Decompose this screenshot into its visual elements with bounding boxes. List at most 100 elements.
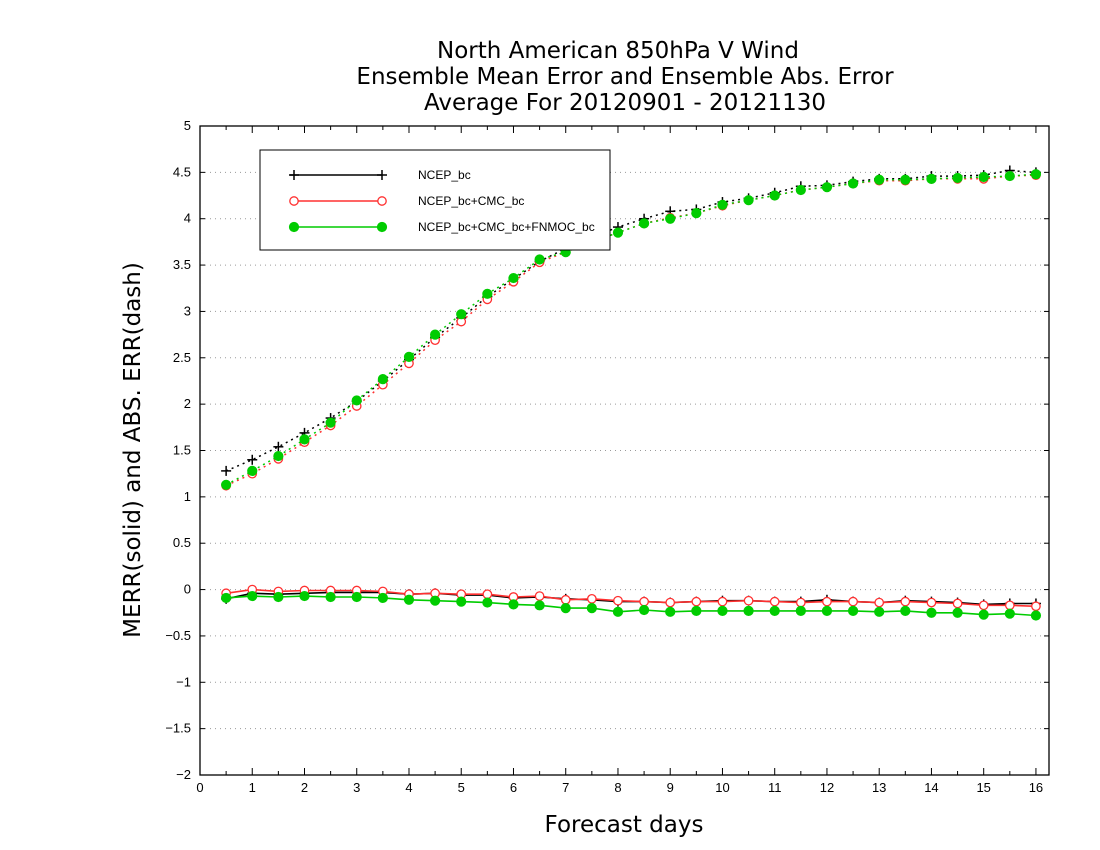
- legend-entry: NCEP_bc+CMC_bc+FNMOC_bc: [288, 220, 595, 234]
- series-2-abs-err-point-dot-marker: [221, 479, 232, 490]
- series-2-abs-err-point-dot-marker: [821, 182, 833, 193]
- series-1-merr-point-circle-marker: [848, 596, 858, 607]
- series-2-abs-err-point-dot-marker: [665, 213, 676, 224]
- y-tick-label: 0: [184, 582, 191, 597]
- series-2-abs-err-point-dot-marker: [430, 329, 441, 340]
- y-tick-label: −2: [176, 767, 191, 782]
- x-tick-label: 2: [301, 780, 308, 795]
- title-line-1: North American 850hPa V Wind: [437, 38, 799, 64]
- legend-box: [259, 149, 611, 251]
- series-2-merr-point-dot-marker: [691, 605, 702, 616]
- series-1-merr-point-circle-marker: [639, 596, 649, 607]
- series-1-merr-point-circle-marker: [613, 595, 623, 606]
- series-2-merr-point-dot-marker: [1030, 610, 1042, 621]
- series-2-merr-point-dot-marker: [377, 592, 388, 604]
- series-2-merr-point-dot-marker: [247, 590, 258, 602]
- series-2-merr-point-dot-marker: [795, 605, 806, 616]
- y-tick-label: −1: [176, 674, 191, 689]
- x-tick-label: 0: [196, 780, 203, 795]
- chart-title: North American 850hPa V Wind Ensemble Me…: [356, 38, 894, 116]
- legend-swatch-start-circle-marker: [289, 196, 299, 206]
- series-2-merr-point-dot-marker: [351, 591, 362, 603]
- x-tick-label: 7: [562, 780, 569, 795]
- series-1-merr-point-circle-marker: [978, 600, 989, 611]
- x-tick-label: 16: [1029, 780, 1043, 795]
- legend-swatch-end-circle-marker: [377, 196, 387, 206]
- series-2-merr-point-dot-marker: [273, 591, 284, 603]
- series-2-abs-err-point-dot-marker: [952, 172, 963, 184]
- series-2-abs-err-point-dot-marker: [769, 190, 780, 201]
- series-2-merr-point-dot-marker: [430, 595, 441, 606]
- series-2-abs-err-point-dot-marker: [612, 227, 624, 238]
- series-1-merr-point-circle-marker: [482, 589, 493, 600]
- series-0-abs-err-point-plus-marker: [247, 454, 258, 465]
- series-2-abs-err-point-dot-marker: [299, 434, 310, 445]
- legend-label: NCEP_bc+CMC_bc: [418, 194, 524, 208]
- series-2-merr-point-dot-marker: [482, 597, 493, 608]
- x-tick-label: 12: [820, 780, 834, 795]
- x-tick-label: 11: [768, 780, 782, 795]
- series-2-merr-point-dot-marker: [586, 603, 597, 614]
- legend: NCEP_bc NCEP_bc+CMC_bc NCEP_bc+CMC_bc+FNMO…: [259, 149, 611, 251]
- series-1-merr-point-circle-marker: [1004, 600, 1015, 611]
- x-axis-label: Forecast days: [545, 812, 704, 838]
- y-tick-label: 1: [184, 489, 191, 504]
- series-1-merr-point-circle-marker: [822, 596, 832, 607]
- series-1-merr-point-circle-marker: [717, 596, 728, 607]
- series-1-merr: [221, 584, 1041, 612]
- series-2-abs-err-point-dot-marker: [403, 351, 415, 362]
- y-tick-label: 3.5: [173, 257, 191, 272]
- legend-label: NCEP_bc: [418, 168, 471, 182]
- x-tick-label: 10: [715, 780, 729, 795]
- series-2-merr-point-dot-marker: [560, 603, 571, 614]
- series-0-abs-err-point-plus-marker: [273, 441, 284, 452]
- series-1-merr-point-circle-marker: [1031, 601, 1041, 612]
- series-1-merr-point-circle-marker: [743, 595, 754, 606]
- legend-label: NCEP_bc+CMC_bc+FNMOC_bc: [418, 220, 595, 234]
- series-2-abs-err-point-dot-marker: [978, 171, 989, 183]
- series-2-abs-err-point-dot-marker: [456, 309, 467, 320]
- x-tick-label: 5: [458, 780, 465, 795]
- series-2-abs-err-point-dot-marker: [1030, 169, 1042, 180]
- series-2-merr-point-dot-marker: [821, 605, 833, 616]
- x-tick-label: 9: [667, 780, 674, 795]
- series-2-abs-err-point-dot-marker: [795, 184, 806, 196]
- x-tick-label: 14: [924, 780, 938, 795]
- series-2-abs-err-point-dot-marker: [638, 218, 650, 229]
- series-2-merr-point-dot-marker: [769, 605, 780, 616]
- axes: −2−1.5−1−0.500.511.522.533.544.550 1 2 3 4 5 6…: [165, 118, 1049, 795]
- legend-entry: NCEP_bc+CMC_bc: [289, 194, 524, 208]
- series-2-merr-point-dot-marker: [325, 591, 336, 603]
- series-2-abs-err-point-dot-marker: [743, 195, 754, 206]
- series-2-merr-point-dot-marker: [612, 606, 624, 617]
- legend-entry: NCEP_bc: [289, 168, 471, 182]
- series-2-merr-point-dot-marker: [743, 605, 754, 616]
- x-tick-label: 6: [510, 780, 517, 795]
- series-1-merr-point-circle-marker: [534, 591, 545, 601]
- series-2-abs-err-point-dot-marker: [691, 208, 702, 219]
- legend-swatch-start-plus-marker: [289, 170, 299, 180]
- series-1-merr-point-circle-marker: [665, 597, 676, 608]
- grid: [200, 171, 1049, 730]
- series-2-abs-err-point-dot-marker: [717, 199, 728, 210]
- x-tick-label: 3: [353, 780, 360, 795]
- series-2-merr-point-dot-marker: [456, 596, 467, 607]
- y-tick-label: 2.5: [173, 350, 191, 365]
- series-2-merr-point-dot-marker: [717, 605, 728, 616]
- series-2-merr-point-dot-marker: [952, 607, 963, 618]
- y-axis-label: MERR(solid) and ABS. ERR(dash): [120, 262, 146, 638]
- series-2-abs-err-point-dot-marker: [847, 178, 859, 189]
- series-2-abs-err-point-dot-marker: [900, 174, 911, 185]
- series-1-merr-point-circle-marker: [586, 593, 597, 604]
- series-2-merr-point-dot-marker: [403, 594, 415, 605]
- series-2-abs-err-point-dot-marker: [508, 272, 519, 284]
- y-tick-label: 4.5: [173, 164, 191, 179]
- series-2-merr-point-dot-marker: [299, 590, 310, 602]
- y-tick-label: 3: [184, 303, 191, 318]
- x-tick-label: 1: [249, 780, 256, 795]
- series-2-abs-err-point-dot-marker: [247, 465, 258, 476]
- series-2-abs-err-point-dot-marker: [351, 395, 362, 406]
- y-tick-label: 1.5: [173, 443, 191, 458]
- x-tick-label: 4: [405, 780, 412, 795]
